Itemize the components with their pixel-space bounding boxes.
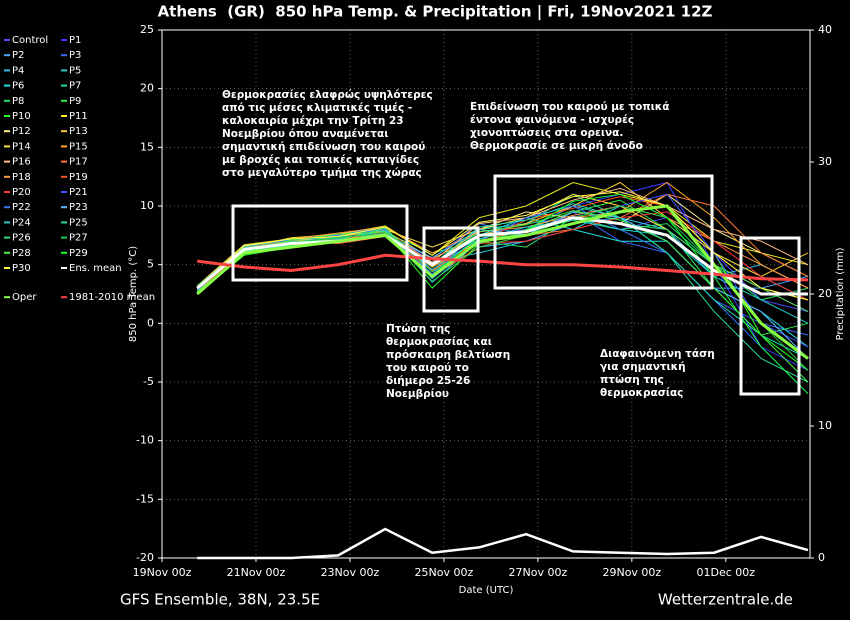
- y-tick-label: -5: [143, 375, 154, 388]
- legend-label: P2: [12, 50, 24, 61]
- legend-label: P26: [12, 233, 31, 244]
- y2-tick-label: 10: [818, 419, 832, 432]
- annotation-box: [493, 174, 714, 290]
- annotation-box: [422, 226, 480, 313]
- annotation-box: [739, 236, 801, 396]
- annotation: Πτώση της θερμοκρασίας και πρόσκαιρη βελ…: [386, 323, 511, 400]
- x-axis-label: Date (UTC): [459, 585, 514, 596]
- legend-label: P10: [12, 111, 31, 122]
- legend-label: P1: [69, 35, 81, 46]
- x-tick-label: 19Nov 00z: [133, 566, 192, 579]
- temp-line: [196, 217, 809, 313]
- y-tick-label: -10: [136, 434, 154, 447]
- legend-label: P3: [69, 50, 81, 61]
- legend-label: P5: [69, 65, 81, 76]
- y-tick-label: 25: [140, 23, 154, 36]
- footer-left: GFS Ensemble, 38N, 23.5E: [120, 591, 320, 609]
- legend-label: Ens. mean: [69, 263, 122, 274]
- temp-line: [196, 181, 809, 289]
- y2-tick-label: 20: [818, 287, 832, 300]
- temp-line: [197, 253, 809, 282]
- y2-tick-label: 30: [818, 155, 832, 168]
- annotation-box: [231, 204, 409, 282]
- annotation: Διαφαινόμενη τάση για σημαντική πτώση τη…: [600, 348, 715, 399]
- legend-label: P16: [12, 157, 31, 168]
- legend-label: P25: [69, 217, 88, 228]
- y2-axis-label: Precipitation (mm): [835, 247, 846, 340]
- legend-label: P7: [69, 81, 81, 92]
- y2-tick-label: 40: [818, 23, 832, 36]
- legend-label: 1981-2010 mean: [69, 292, 155, 303]
- legend: Control P1 P2 P3 P4 P5 P6 P7 P8 P9 P10 P11 P12 P13 P14…: [4, 35, 155, 303]
- footer-right: Wetterzentrale.de: [658, 591, 793, 609]
- legend-label: P19: [69, 172, 88, 183]
- y-tick-label: 5: [147, 258, 154, 271]
- x-tick-label: 25Nov 00z: [415, 566, 474, 579]
- y-tick-label: 10: [140, 199, 154, 212]
- legend-label: P15: [69, 141, 88, 152]
- chart-title: Athens (GR) 850 hPa Temp. & Precipitatio…: [158, 3, 713, 22]
- y-tick-label: 15: [140, 140, 154, 153]
- annotation: Επιδείνωση του καιρού με τοπικά έντονα φ…: [470, 101, 670, 152]
- legend-label: P9: [69, 96, 81, 107]
- y-tick-label: 20: [140, 82, 154, 95]
- legend-label: P4: [12, 65, 24, 76]
- legend-label: P27: [69, 233, 88, 244]
- legend-label: P21: [69, 187, 88, 198]
- x-tick-label: 01Dec 00z: [697, 566, 756, 579]
- y-axis-label: 850 hPa Temp. (°C): [128, 246, 139, 342]
- legend-label: P28: [12, 248, 31, 259]
- x-tick-label: 27Nov 00z: [509, 566, 568, 579]
- plot-lines: [196, 181, 809, 560]
- legend-label: P6: [12, 81, 24, 92]
- legend-label: P29: [69, 248, 88, 259]
- annotation-boxes: [231, 174, 801, 396]
- legend-label: P23: [69, 202, 88, 213]
- temp-line: [196, 210, 809, 383]
- legend-label: P8: [12, 96, 24, 107]
- legend-label: P30: [12, 263, 31, 274]
- legend-label: P13: [69, 126, 88, 137]
- legend-label: P12: [12, 126, 31, 137]
- annotation: Θερμοκρασίες ελαφρώς υψηλότερες από τις …: [222, 89, 433, 179]
- temp-line: [196, 191, 809, 301]
- legend-label: P22: [12, 202, 31, 213]
- x-tick-label: 23Nov 00z: [321, 566, 380, 579]
- precip-line: [197, 527, 809, 560]
- legend-label: P11: [69, 111, 88, 122]
- plot-frame: [161, 29, 811, 559]
- legend-label: P14: [12, 141, 31, 152]
- x-tick-label: 29Nov 00z: [602, 566, 661, 579]
- legend-label: P20: [12, 187, 31, 198]
- y2-tick-label: 0: [818, 551, 825, 564]
- legend-label: P17: [69, 157, 88, 168]
- legend-label: Oper: [12, 292, 37, 303]
- temp-line: [196, 204, 809, 360]
- legend-label: P24: [12, 217, 31, 228]
- y-tick-label: -20: [136, 551, 154, 564]
- y-tick-label: -15: [136, 492, 154, 505]
- legend-label: P18: [12, 172, 31, 183]
- temp-line: [196, 216, 808, 296]
- y-tick-label: 0: [147, 316, 154, 329]
- legend-label: Control: [12, 35, 48, 46]
- x-tick-label: 21Nov 00z: [227, 566, 286, 579]
